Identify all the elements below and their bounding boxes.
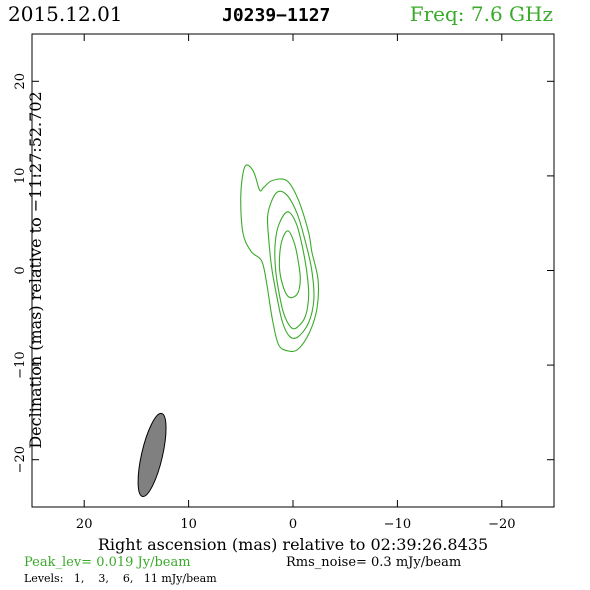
- peak-level: Peak_lev= 0.019 Jy/beam: [24, 555, 191, 570]
- x-tick-label: 20: [76, 517, 93, 532]
- x-tick-label: −10: [384, 517, 411, 532]
- contour-levels: Levels: 1, 3, 6, 11 mJy/beam: [24, 572, 217, 585]
- y-axis-label: Declination (mas) relative to −11:27:52.…: [26, 91, 45, 448]
- y-tick-label: 10: [13, 168, 28, 185]
- header-source: J0239−1127: [222, 5, 330, 26]
- contour-level-3: [266, 190, 315, 340]
- header-freq: Freq: 7.6 GHz: [410, 2, 553, 26]
- contours: [240, 164, 320, 353]
- x-tick-label: −20: [488, 517, 515, 532]
- plot-frame: [31, 33, 555, 508]
- header-date: 2015.12.01: [8, 2, 123, 26]
- y-tick-label: −20: [13, 446, 28, 473]
- beam-ellipse: [137, 412, 167, 498]
- x-axis-label: Right ascension (mas) relative to 02:39:…: [98, 535, 488, 554]
- contour-level-6: [274, 211, 310, 330]
- beam: [137, 412, 167, 498]
- contour-level-11: [278, 230, 301, 299]
- y-tick-label: 20: [13, 73, 28, 90]
- x-tick-label: 10: [180, 517, 197, 532]
- axes: 20 10 0 −10 −20 20 10 0 −10 −20: [13, 34, 554, 532]
- y-tick-label: 0: [13, 266, 28, 274]
- rms-noise: Rms_noise= 0.3 mJy/beam: [286, 555, 461, 570]
- contour-level-1: [240, 164, 320, 353]
- y-tick-label: −10: [13, 351, 28, 378]
- x-tick-label: 0: [289, 517, 297, 532]
